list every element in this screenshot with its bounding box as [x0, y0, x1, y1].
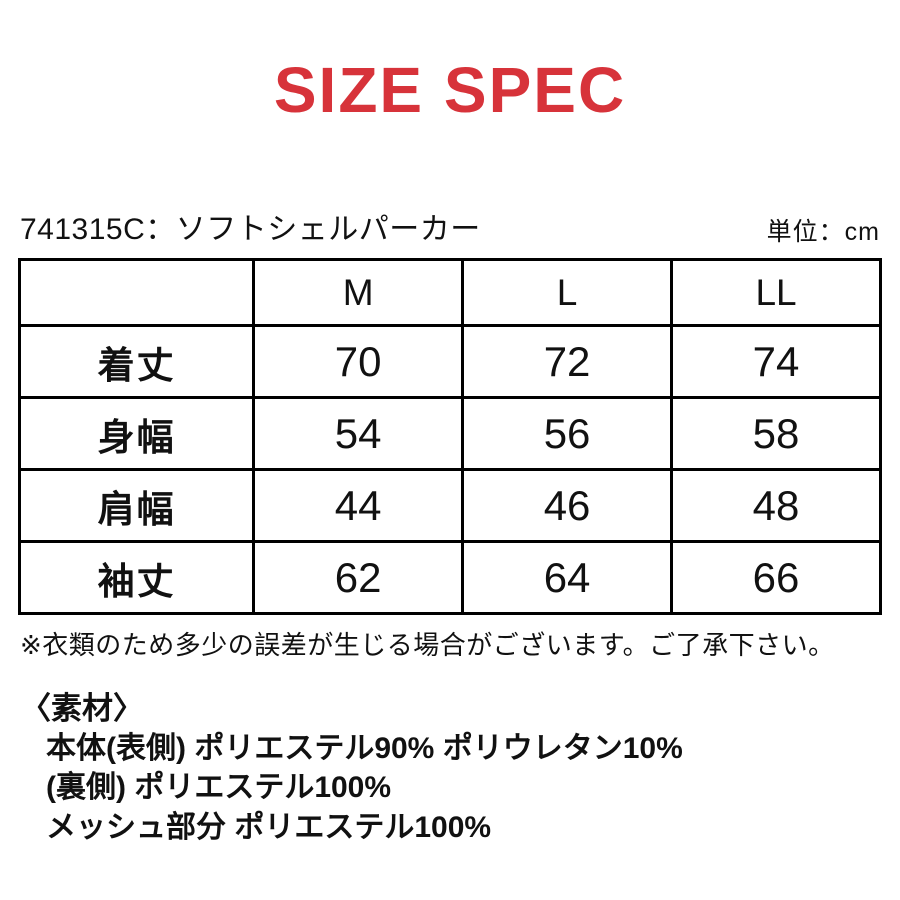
product-code-label: 741315C：ソフトシェルパーカー	[20, 213, 481, 246]
value-sleeve-length-ll: 66	[670, 540, 882, 615]
page-title: SIZE SPEC	[273, 54, 627, 126]
materials-section: 〈素材〉 本体(表側) ポリエステル90% ポリウレタン10% (裏側) ポリエ…	[20, 690, 900, 848]
value-body-width-l: 56	[461, 396, 674, 471]
value-sleeve-length-l: 64	[461, 540, 674, 615]
row-label-body-width: 身幅	[17, 396, 256, 471]
size-header-l: L	[461, 258, 674, 327]
value-sleeve-length-m: 62	[252, 540, 465, 615]
row-label-length: 着丈	[17, 324, 256, 399]
materials-line-lining: (裏側) ポリエステル100%	[46, 771, 392, 805]
value-length-ll: 74	[670, 324, 882, 399]
row-label-sleeve-length: 袖丈	[17, 540, 256, 615]
size-spec-table: M L LL 着丈 70 72 74 身幅 54 56 58 肩幅 44 46	[17, 258, 882, 615]
value-length-l: 72	[461, 324, 674, 399]
value-shoulder-width-ll: 48	[670, 468, 882, 543]
materials-line-outer: 本体(表側) ポリエステル90% ポリウレタン10%	[46, 731, 683, 765]
size-header-spacer	[17, 258, 256, 327]
product-meta-row: 741315C：ソフトシェルパーカー 単位：cm	[20, 204, 880, 248]
table-row-sleeve-length: 袖丈 62 64 66	[17, 540, 882, 615]
size-header-ll: LL	[670, 258, 882, 327]
disclaimer-note: ※衣類のため多少の誤差が生じる場合がございます。ご了承下さい。	[20, 630, 835, 660]
table-row-body-width: 身幅 54 56 58	[17, 396, 882, 471]
size-header-m: M	[252, 258, 465, 327]
value-body-width-ll: 58	[670, 396, 882, 471]
materials-line-mesh: メッシュ部分 ポリエステル100%	[46, 810, 492, 844]
value-body-width-m: 54	[252, 396, 465, 471]
value-shoulder-width-l: 46	[461, 468, 674, 543]
row-label-shoulder-width: 肩幅	[17, 468, 256, 543]
table-row-length: 着丈 70 72 74	[17, 324, 882, 399]
unit-label: 単位：cm	[766, 218, 880, 246]
value-shoulder-width-m: 44	[252, 468, 465, 543]
table-row-shoulder-width: 肩幅 44 46 48	[17, 468, 882, 543]
table-header-row: M L LL	[17, 258, 882, 327]
value-length-m: 70	[252, 324, 465, 399]
materials-heading: 〈素材〉	[20, 691, 144, 726]
